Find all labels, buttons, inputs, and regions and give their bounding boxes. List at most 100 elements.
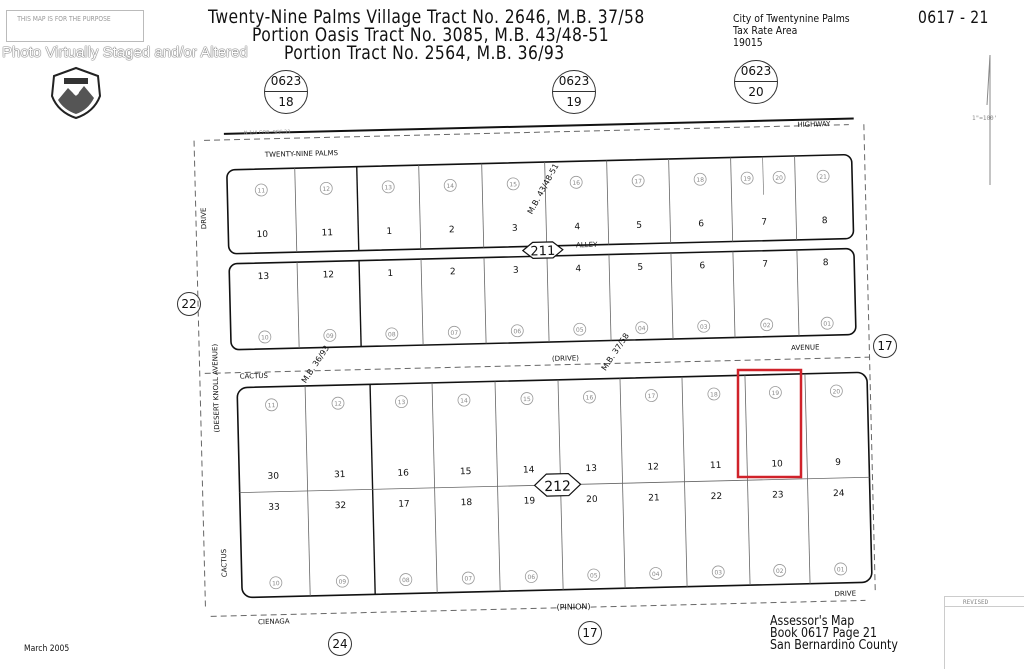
footer-title: Assessor's Map	[770, 614, 855, 629]
parcel-number: 11	[257, 187, 265, 194]
parcel-number-circle	[399, 573, 413, 586]
map-ref-0623-19[interactable]: 0623 19	[552, 70, 596, 114]
lot-number: 5	[637, 263, 643, 273]
parcel-number-circle	[323, 328, 337, 342]
parcel-number-circle	[711, 565, 725, 579]
parcel-number-circle	[635, 321, 649, 335]
lot-number: 7	[761, 218, 767, 228]
lot-number: 8	[823, 258, 829, 268]
lot-number: 10	[771, 459, 783, 469]
parcel-number-circle	[265, 398, 278, 412]
footer-book-page: Book 0617 Page 21	[770, 626, 877, 641]
parcel-number: 18	[696, 177, 704, 184]
parcel-number-circle	[820, 316, 834, 330]
lot-line	[730, 157, 734, 242]
parcel-number-circle	[834, 562, 848, 576]
ref-page: 19	[566, 95, 582, 109]
lot-line	[732, 251, 736, 338]
parcel-number: 04	[638, 325, 646, 332]
parcel-number: 01	[823, 321, 831, 328]
map-ref-0623-20[interactable]: 0623 20	[734, 60, 778, 104]
street-label-drive-paren: (DRIVE)	[552, 354, 579, 363]
lot-number: 32	[335, 501, 347, 511]
road-centerline	[193, 140, 206, 609]
lot-line	[356, 166, 360, 251]
highlighted-parcel-outline[interactable]	[736, 368, 803, 479]
parcel-number: 19	[771, 390, 779, 397]
lot-line	[358, 260, 362, 347]
road-centerline	[210, 599, 866, 617]
parcel-number-circle	[583, 390, 596, 404]
lot-line	[796, 249, 800, 336]
lot-number: 1	[386, 227, 392, 237]
parcel-number: 14	[460, 398, 468, 405]
parcel-number: 12	[334, 401, 342, 408]
parcel-number-circle	[381, 180, 395, 194]
lot-number: 4	[574, 222, 580, 232]
lot-line	[762, 156, 764, 195]
lot-line	[296, 262, 300, 349]
lot-line	[606, 160, 610, 245]
parcel-number-circle	[319, 182, 333, 195]
street-label-cienaga: CIENAGA	[258, 617, 290, 626]
ref-book: 0623	[265, 71, 307, 92]
street-label-drive-bottom: DRIVE	[834, 590, 856, 599]
parcel-number: 02	[763, 322, 771, 329]
map-book-ref: M.B. 37/58	[600, 332, 631, 373]
parcel-number-circle	[645, 389, 658, 402]
map-number: 0617 - 21	[918, 8, 989, 28]
lot-number: 2	[449, 225, 455, 235]
parcel-number: 21	[819, 174, 827, 181]
lot-number: 31	[334, 470, 346, 480]
city-name: City of Twentynine Palms	[733, 12, 850, 25]
road-centerline	[204, 124, 849, 141]
parcel-number-circle	[569, 175, 583, 189]
north-arrow-icon	[986, 55, 991, 185]
title-line-1: Twenty-Nine Palms Village Tract No. 2646…	[208, 6, 645, 28]
lot-number: 10	[257, 230, 269, 240]
lot-number: 2	[450, 267, 456, 277]
map-ref-24[interactable]: 24	[328, 632, 352, 656]
ref-book: 0623	[735, 61, 777, 82]
parcel-number: 06	[527, 574, 535, 581]
parcel-number-circle	[510, 324, 524, 338]
lot-number: 30	[267, 472, 279, 482]
parcel-number-circle	[506, 177, 520, 191]
lot-line	[546, 256, 550, 343]
map-ref-0623-18[interactable]: 0623 18	[264, 70, 308, 114]
block-211-north-outline	[226, 153, 855, 255]
parcel-number-circle	[740, 171, 754, 185]
highway-edge	[223, 117, 854, 135]
street-label-drive: DRIVE	[200, 208, 209, 230]
parcel-number-circle	[331, 396, 345, 410]
street-label-alley: ALLEY	[576, 241, 598, 250]
parcel-number-circle	[587, 568, 601, 582]
map-ref-17-bottom[interactable]: 17	[578, 621, 602, 645]
parcel-number-circle	[395, 395, 408, 409]
parcel-number: 11	[268, 402, 276, 409]
map-purpose-note: THIS MAP IS FOR THE PURPOSE	[17, 15, 111, 23]
parcel-number: 15	[509, 181, 517, 188]
parcel-number: 17	[648, 393, 656, 400]
parcel-number: 04	[652, 571, 660, 578]
map-ref-22[interactable]: 22	[177, 292, 201, 316]
parcel-number-circle	[385, 327, 399, 341]
lot-number: 14	[523, 465, 535, 475]
lot-number: 7	[762, 260, 768, 270]
parcel-number-circle	[707, 387, 721, 401]
tax-rate-area: 19015	[733, 36, 763, 49]
lot-number: 18	[461, 498, 473, 508]
parcel-number: 10	[261, 334, 269, 341]
parcel-number: 03	[700, 324, 708, 331]
block-number-badge	[533, 472, 582, 497]
parcel-number: 05	[590, 572, 598, 579]
lot-number: 20	[586, 495, 598, 505]
ref-page: 18	[278, 95, 294, 109]
parcel-number: 08	[388, 331, 396, 338]
map-ref-17-right[interactable]: 17	[873, 334, 897, 358]
lot-number: 22	[711, 492, 723, 502]
lot-number: 12	[323, 270, 335, 280]
parcel-number-circle	[697, 319, 711, 333]
parcel-number-circle	[768, 386, 782, 399]
